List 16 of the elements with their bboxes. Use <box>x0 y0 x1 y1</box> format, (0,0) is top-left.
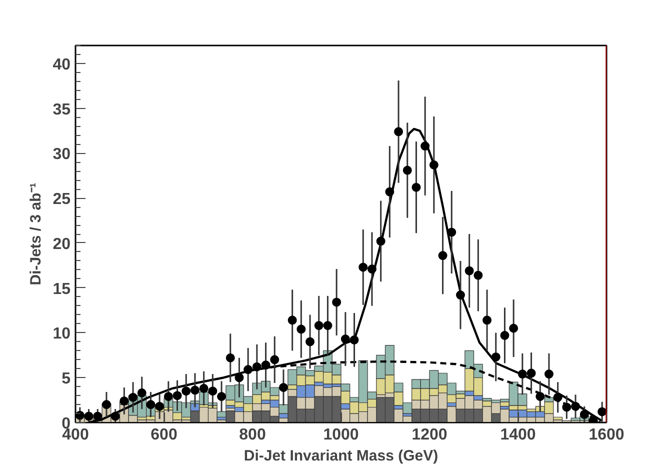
y-tick-label: 35 <box>52 101 71 118</box>
y-axis-title: Di-Jets / 3 ab⁻¹ <box>28 182 45 286</box>
y-tick-label: 5 <box>62 370 71 388</box>
y-tick-label: 10 <box>52 326 71 343</box>
y-tick-label: 30 <box>52 146 71 164</box>
x-tick-label: 1000 <box>323 426 359 444</box>
x-axis-title: Di-Jet Invariant Mass (GeV) <box>244 448 438 464</box>
y-tick-label: 40 <box>52 56 71 74</box>
x-tick-label: 1600 <box>588 426 624 444</box>
x-tick-label: 800 <box>239 426 266 444</box>
x-tick-label: 1400 <box>500 426 536 444</box>
x-tick-label: 1200 <box>412 426 448 444</box>
y-tick-label: 25 <box>52 191 71 208</box>
x-tick-label: 600 <box>150 426 178 444</box>
y-tick-label: 20 <box>52 236 71 253</box>
y-tick-label: 15 <box>52 280 71 298</box>
